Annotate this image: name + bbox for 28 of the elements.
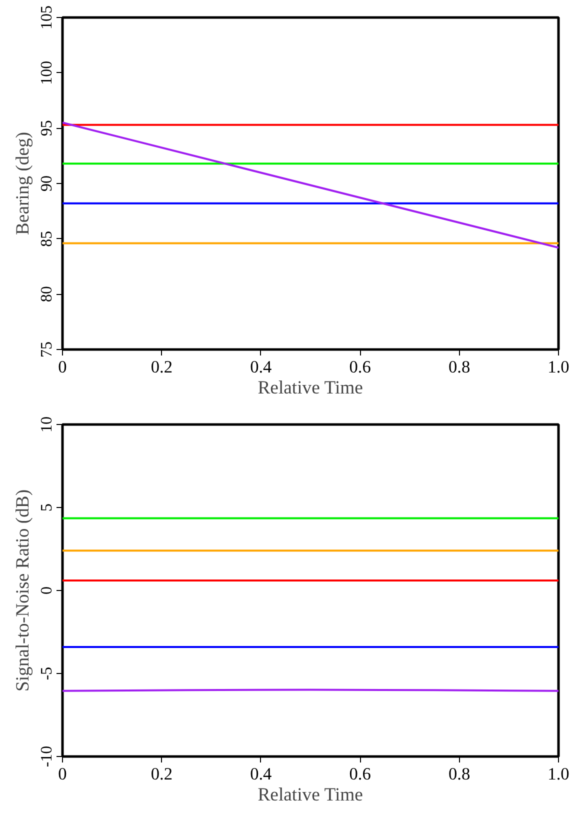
x-axis-title: Relative Time [258, 784, 363, 806]
y-tick-label: 0 [38, 586, 56, 594]
x-tick-label: 0.8 [448, 358, 470, 376]
x-tick-label: 0.6 [349, 358, 372, 376]
x-tick-label: 0.4 [250, 764, 272, 784]
y-tick-label: 85 [38, 230, 56, 247]
y-tick-label: 95 [38, 120, 56, 136]
x-tick-label: 1.0 [548, 764, 570, 784]
x-tick-label: 0.2 [150, 764, 173, 784]
y-tick-label: 90 [38, 176, 56, 192]
y-axis-title: Bearing (deg) [12, 132, 34, 236]
y-tick-label: -5 [38, 666, 56, 680]
y-tick-label: 105 [38, 6, 56, 30]
y-tick-label: 100 [38, 60, 56, 85]
y-tick-label: 5 [38, 504, 56, 512]
x-axis-title: Relative Time [258, 378, 363, 398]
x-tick-label: 0.6 [349, 764, 372, 784]
y-tick-label: -10 [38, 746, 56, 768]
x-tick-label: 1.0 [548, 358, 570, 376]
y-tick-label: 80 [38, 286, 56, 302]
y-tick-label: 10 [38, 416, 56, 432]
x-tick-label: 0.8 [448, 764, 470, 784]
x-tick-label: 0 [58, 764, 67, 784]
x-tick-label: 0.4 [250, 358, 272, 376]
x-tick-label: 0.2 [150, 358, 173, 376]
y-tick-label: 75 [38, 342, 56, 358]
x-tick-label: 0 [58, 358, 67, 376]
y-axis-title: Signal-to-Noise Ratio (dB) [12, 489, 34, 692]
